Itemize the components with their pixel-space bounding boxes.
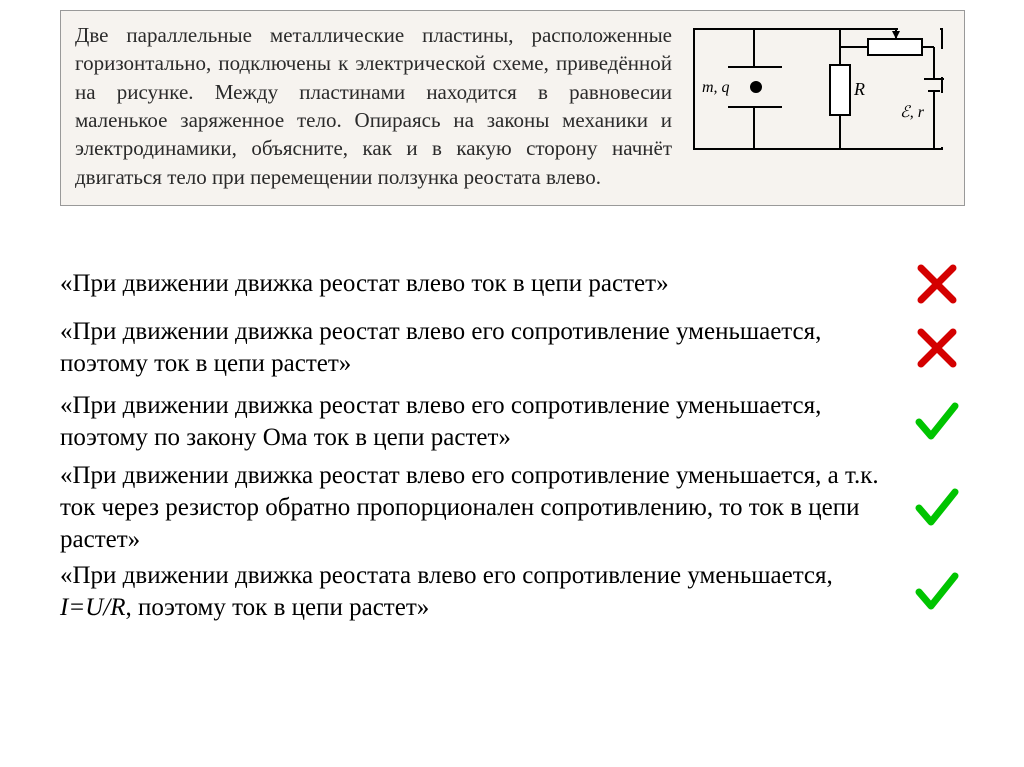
answer-row: «При движении движка реостат влево его с… <box>60 460 965 556</box>
label-emf: ℰ, r <box>900 104 925 121</box>
answer-text: «При движении движка реостат влево его с… <box>60 390 909 454</box>
answer-text: «При движении движка реостат влево ток в… <box>60 268 909 300</box>
cross-icon <box>909 326 965 370</box>
answer-row: «При движении движка реостат влево его с… <box>60 390 965 454</box>
check-icon <box>909 484 965 532</box>
label-resistor: R <box>853 79 865 99</box>
formula: I=U/R <box>60 594 125 621</box>
problem-box: m, q R ℰ, r Две параллельные металлическ… <box>60 10 965 206</box>
check-icon <box>909 398 965 446</box>
label-mq: m, q <box>702 79 730 96</box>
answer-text: «При движении движка реостат влево его с… <box>60 316 909 380</box>
answers-list: «При движении движка реостат влево ток в… <box>60 262 965 634</box>
circuit-diagram: m, q R ℰ, r <box>690 25 946 153</box>
cross-icon <box>909 262 965 306</box>
answer-text: «При движении движка реостата влево его … <box>60 560 909 624</box>
answer-text: «При движении движка реостат влево его с… <box>60 460 909 556</box>
check-icon <box>909 568 965 616</box>
answer-row: «При движении движка реостат влево его с… <box>60 316 965 380</box>
answer-row: «При движении движка реостат влево ток в… <box>60 262 965 306</box>
answer-row: «При движении движка реостата влево его … <box>60 560 965 624</box>
